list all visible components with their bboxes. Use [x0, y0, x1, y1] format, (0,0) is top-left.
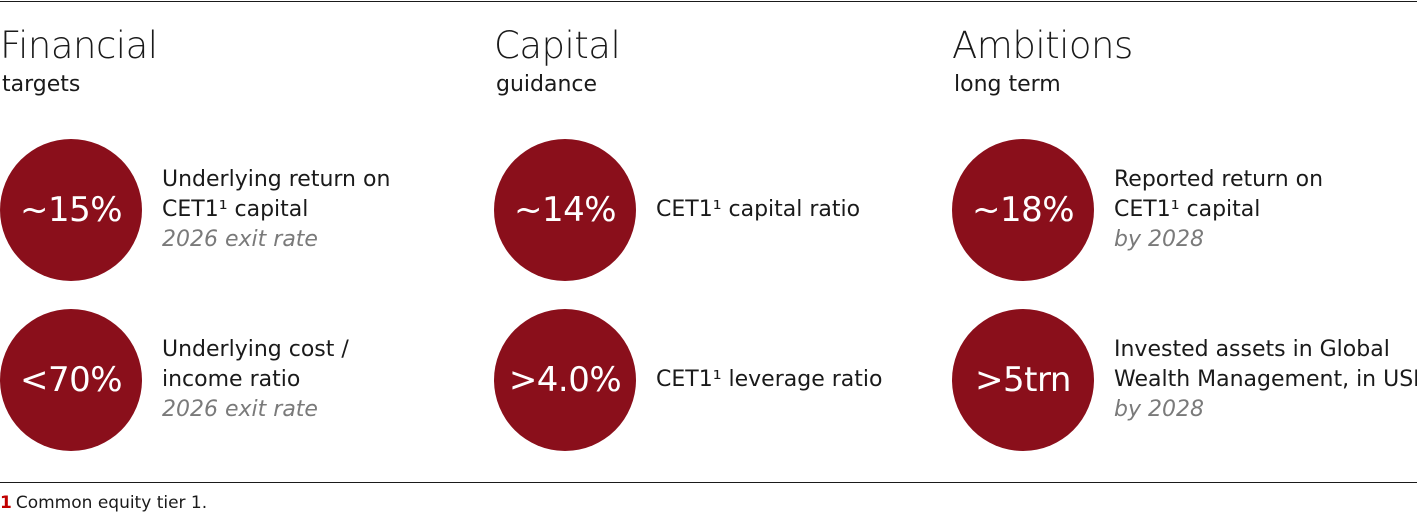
value-circle: <70% — [0, 309, 142, 451]
column-title: Financial — [0, 24, 158, 67]
target-item: <70% Underlying cost / income ratio 2026… — [0, 309, 460, 451]
target-item: >5trn Invested assets in Global Wealth M… — [952, 309, 1417, 451]
description-line: Underlying return on — [162, 167, 391, 192]
description-line: Underlying cost / — [162, 337, 349, 362]
description-line: CET1¹ leverage ratio — [656, 367, 883, 392]
description-line: Reported return on — [1114, 167, 1324, 192]
target-description: Underlying return on CET1¹ capital 2026 … — [162, 139, 462, 281]
target-description: Reported return on CET1¹ capital by 2028 — [1114, 139, 1414, 281]
bottom-divider — [0, 482, 1417, 483]
target-item: ~15% Underlying return on CET1¹ capital … — [0, 139, 460, 281]
column-subtitle: targets — [2, 72, 81, 97]
target-description: Underlying cost / income ratio 2026 exit… — [162, 309, 462, 451]
description-line: income ratio — [162, 367, 301, 392]
column-financial-targets: Financial targets ~15% Underlying return… — [0, 0, 470, 470]
timeframe-note: 2026 exit rate — [162, 397, 318, 422]
value-circle: >4.0% — [494, 309, 636, 451]
top-divider — [0, 1, 1417, 2]
timeframe-note: by 2028 — [1114, 397, 1204, 422]
column-subtitle: long term — [954, 72, 1061, 97]
column-title: Capital — [494, 24, 621, 67]
column-ambitions-long-term: Ambitions long term ~18% Reported return… — [952, 0, 1417, 470]
column-title: Ambitions — [952, 24, 1133, 67]
target-description: CET1¹ capital ratio — [656, 139, 956, 281]
value-circle: ~18% — [952, 139, 1094, 281]
column-capital-guidance: Capital guidance ~14% CET1¹ capital rati… — [494, 0, 934, 470]
footnote-text: Common equity tier 1. — [15, 493, 208, 513]
target-item: >4.0% CET1¹ leverage ratio — [494, 309, 954, 451]
target-item: ~18% Reported return on CET1¹ capital by… — [952, 139, 1412, 281]
description-line: Wealth Management, in USD — [1114, 367, 1417, 392]
target-description: Invested assets in Global Wealth Managem… — [1114, 309, 1417, 451]
description-line: CET1¹ capital — [162, 197, 309, 222]
value-circle: ~14% — [494, 139, 636, 281]
description-line: CET1¹ capital — [1114, 197, 1261, 222]
timeframe-note: by 2028 — [1114, 227, 1204, 252]
target-description: CET1¹ leverage ratio — [656, 309, 956, 451]
target-item: ~14% CET1¹ capital ratio — [494, 139, 954, 281]
timeframe-note: 2026 exit rate — [162, 227, 318, 252]
column-subtitle: guidance — [496, 72, 598, 97]
value-circle: ~15% — [0, 139, 142, 281]
footnote-number: 1 — [0, 493, 12, 513]
footnote: 1 Common equity tier 1. — [0, 492, 207, 514]
description-line: Invested assets in Global — [1114, 337, 1390, 362]
value-circle: >5trn — [952, 309, 1094, 451]
description-line: CET1¹ capital ratio — [656, 197, 861, 222]
